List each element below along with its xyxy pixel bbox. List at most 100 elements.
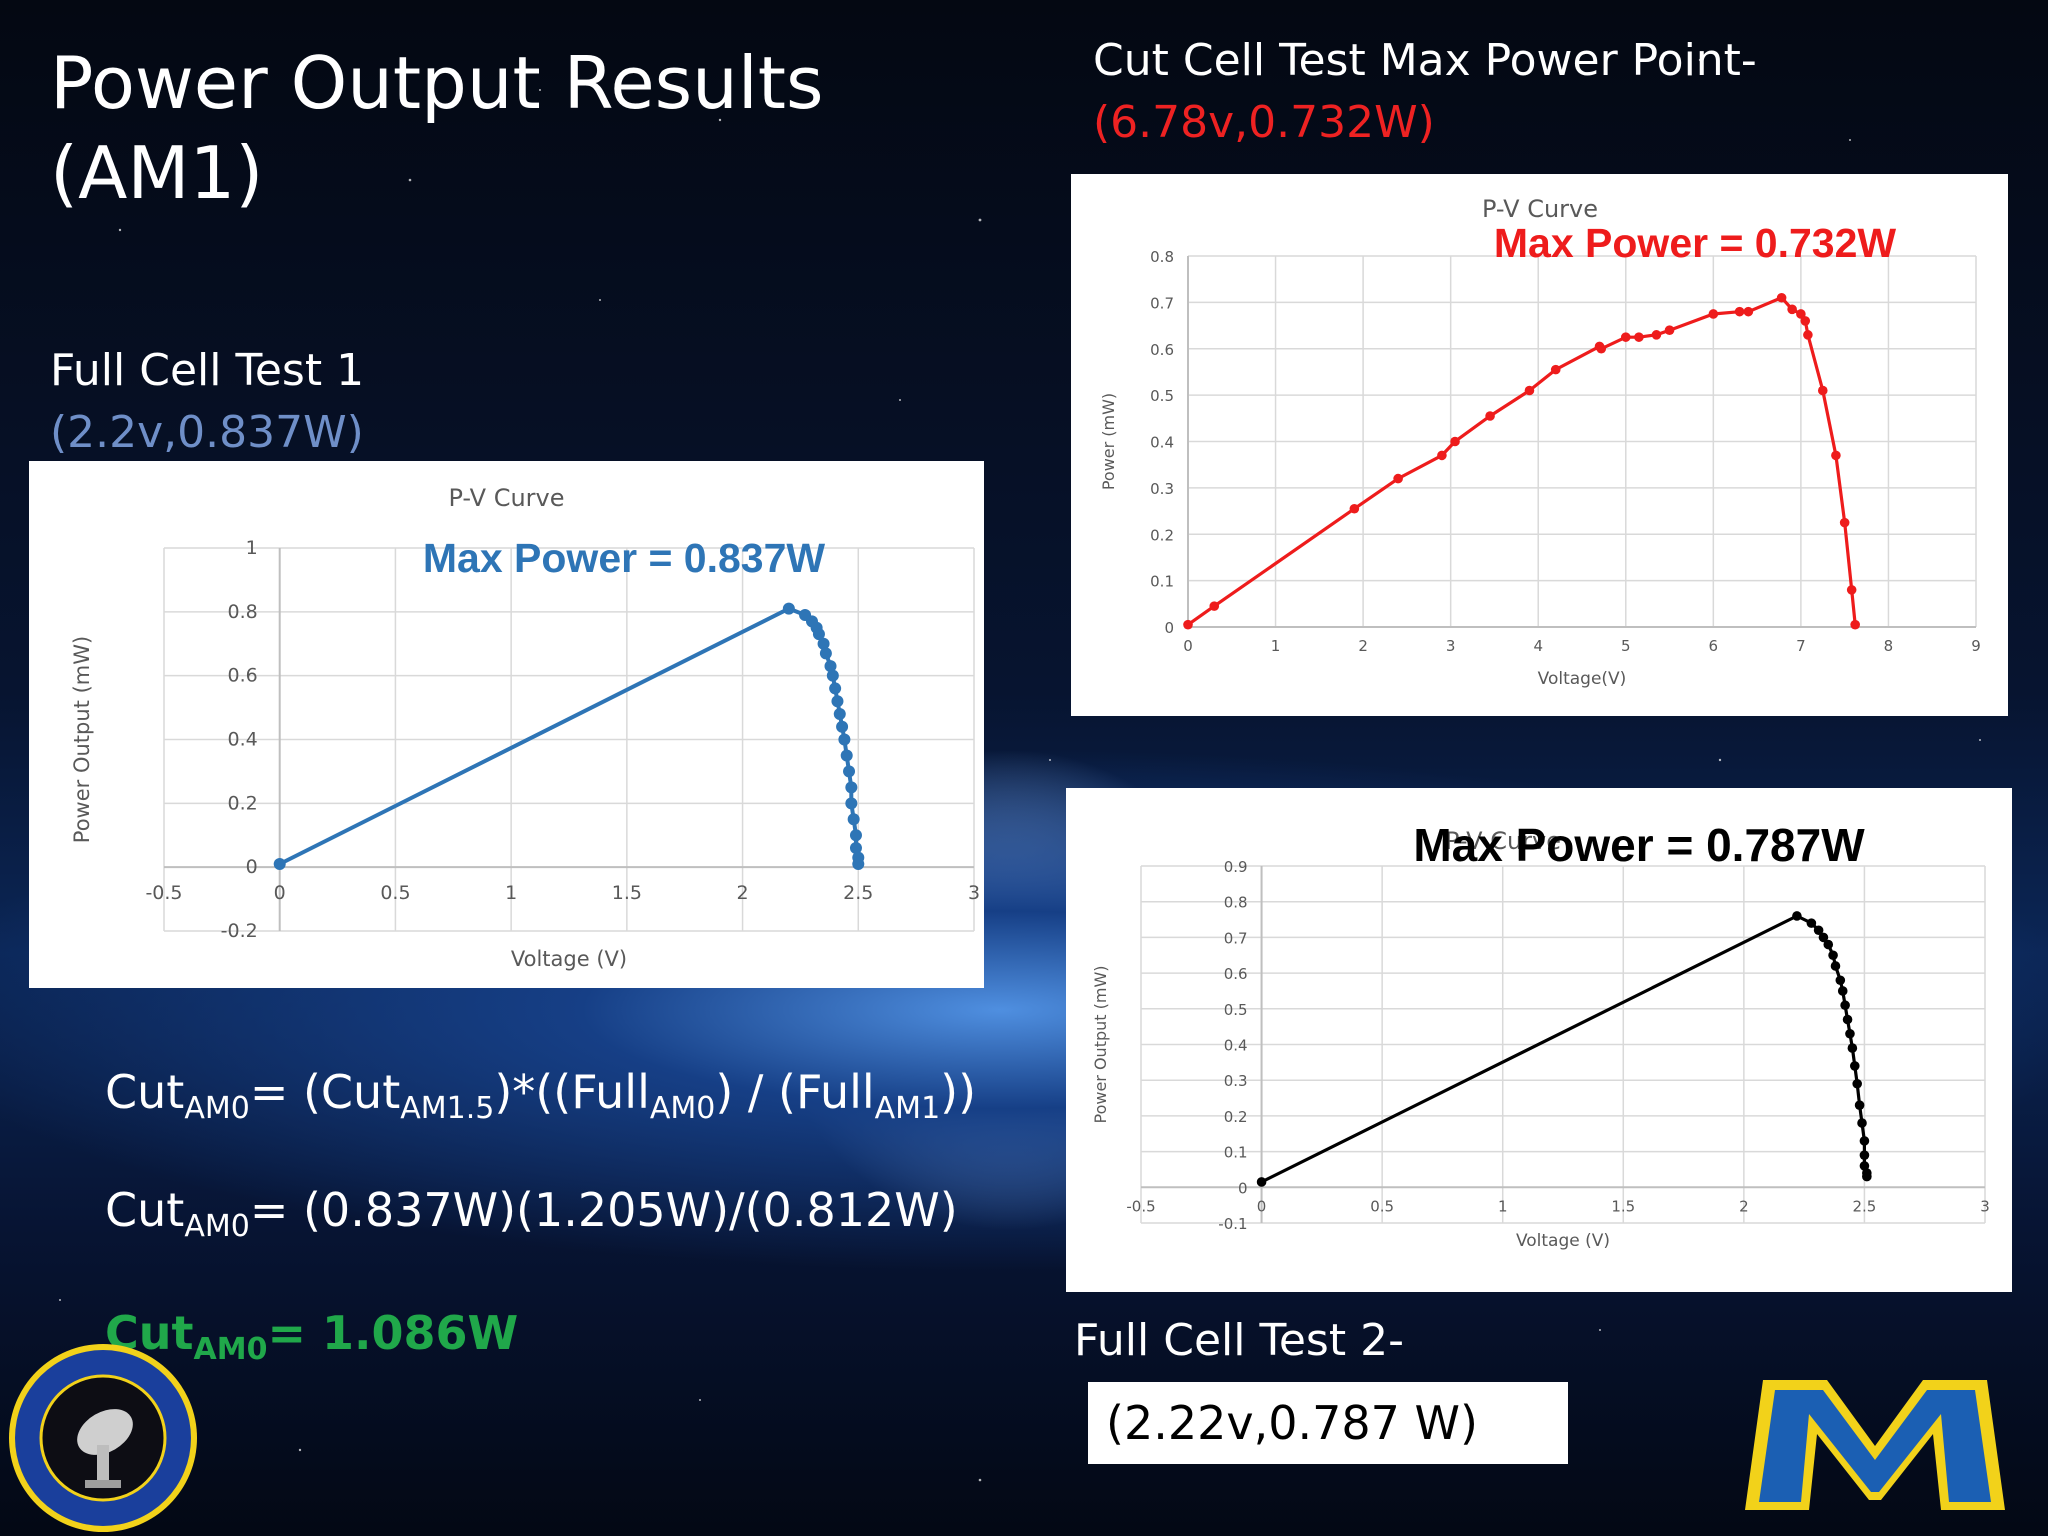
x-tick-label: 0: [1183, 637, 1193, 655]
formula-1-part-c: )*((Full: [494, 1065, 650, 1119]
full-cell-test-1-chart: -0.5 0 0.5 1 1.5 2 2.5 3 -0.2 0 0.2 0.4 0.6 0.8 1 P-V C…: [29, 461, 984, 988]
x-tick-label: 0: [1257, 1197, 1267, 1215]
full-cell-test-2-label: Full Cell Test 2-: [1074, 1315, 1404, 1366]
data-point: [812, 628, 825, 641]
data-point: [836, 720, 849, 733]
data-point: [1847, 1043, 1858, 1053]
data-point: [1393, 473, 1403, 484]
data-point: [1818, 932, 1829, 943]
data-point: [1859, 1136, 1870, 1146]
data-point: [1846, 585, 1857, 595]
data-point: [1596, 343, 1607, 354]
data-point: [1840, 1000, 1850, 1011]
x-axis-label: Voltage (V): [1516, 1231, 1610, 1251]
data-point: [1485, 411, 1495, 421]
formula-1-sub-a: AM0: [184, 1091, 250, 1127]
slide-title: Power Output Results (AM1): [50, 38, 824, 218]
data-point: [1857, 1118, 1867, 1128]
y-tick-label: 0.1: [1224, 1144, 1248, 1162]
formula-1-cut: Cut: [105, 1065, 185, 1119]
x-tick-label: -0.5: [145, 882, 182, 904]
y-axis-label: Power Output (mW): [70, 636, 94, 843]
series-line: [1187, 295, 1857, 627]
y-tick-label: 0.5: [1150, 387, 1174, 405]
morehead-state-m-logo: [1745, 1380, 2005, 1510]
data-point: [1776, 292, 1787, 303]
y-tick-label: 0.2: [1150, 526, 1174, 544]
data-point: [1817, 385, 1828, 396]
x-tick-label: 5: [1621, 637, 1631, 655]
x-tick-label: 4: [1533, 637, 1543, 655]
data-point: [1796, 309, 1806, 319]
data-point: [1828, 950, 1838, 961]
y-tick-label: -0.1: [1218, 1215, 1247, 1233]
formula-1-part-b: = (Cut: [249, 1065, 401, 1119]
data-point: [831, 695, 844, 708]
data-point: [1734, 306, 1745, 317]
data-point: [1792, 911, 1802, 921]
formula-1-sub-b: AM1.5: [400, 1091, 495, 1127]
formula-1-sub-d: AM1: [874, 1091, 941, 1127]
chart-title: P-V Curve: [448, 484, 564, 512]
x-tick-label: 2: [1358, 637, 1368, 655]
data-point: [1813, 925, 1824, 936]
y-tick-label: 0.6: [1150, 341, 1174, 359]
y-tick-label: -0.2: [221, 920, 258, 942]
data-point: [1842, 1014, 1853, 1025]
data-point: [824, 660, 837, 673]
data-point: [1651, 330, 1662, 340]
data-point: [782, 602, 795, 615]
x-tick-label: 1: [1271, 637, 1281, 655]
data-point: [1524, 385, 1535, 396]
y-tick-label: 0.4: [227, 729, 257, 751]
x-tick-label: 8: [1884, 637, 1894, 655]
max-power-annotation: Max Power = 0.787W: [1413, 819, 1865, 871]
data-point: [1664, 325, 1675, 335]
data-point: [1800, 316, 1811, 326]
y-tick-label: 0.6: [1224, 965, 1248, 983]
formula-1-part-d: ) / (Full: [715, 1065, 875, 1119]
data-point: [845, 781, 858, 794]
data-point: [1823, 939, 1834, 950]
x-tick-label: 0.5: [380, 882, 410, 904]
y-tick-label: 0.4: [1224, 1037, 1248, 1055]
formula-1-sub-c: AM0: [649, 1091, 716, 1127]
cut-cell-test-chart: 0 1 2 3 4 5 6 7 8 9 0 0.1 0.2 0.3 0.4 0.5 0.6 0.7 0.8 P-V C…: [1071, 174, 2008, 716]
space-science-center-seal-logo: [9, 1344, 197, 1532]
data-point: [1450, 436, 1460, 447]
data-point: [1849, 1061, 1860, 1071]
data-point: [1550, 364, 1561, 375]
data-point: [1839, 517, 1850, 528]
data-point: [1209, 601, 1220, 611]
x-axis-label: Voltage (V): [511, 947, 627, 971]
data-point: [1859, 1150, 1870, 1160]
slide-title-line2: (AM1): [50, 131, 264, 215]
x-tick-label: 7: [1796, 637, 1806, 655]
data-point: [840, 749, 853, 762]
x-tick-label: 1.5: [612, 882, 642, 904]
full-cell-test-2-plot: -0.5 0 0.5 1 1.5 2 2.5 3 -0.1 0 0.1 0.2 0.3 0.4 0.5 0.6…: [1091, 819, 1990, 1251]
cut-cell-test-point: (6.78v,0.732W): [1093, 97, 1435, 148]
formula-1-part-e: )): [940, 1065, 977, 1119]
x-tick-label: -0.5: [1126, 1197, 1155, 1215]
data-point: [1837, 986, 1848, 996]
formula-result: CutAM0= 1.086W: [105, 1303, 518, 1380]
data-point: [1835, 975, 1846, 986]
gridlines: [1187, 255, 1977, 628]
data-point: [1831, 450, 1841, 461]
gridlines: [163, 547, 975, 932]
y-tick-label: 0.2: [227, 792, 257, 814]
x-tick-label: 3: [1980, 1197, 1990, 1215]
x-tick-label: 3: [968, 882, 980, 904]
data-point: [1708, 309, 1719, 319]
formula-2-value: = (0.837W)(1.205W)/(0.812W): [249, 1183, 958, 1237]
x-tick-label: 0.5: [1370, 1197, 1394, 1215]
formula-line-1: CutAM0= (CutAM1.5)*((FullAM0) / (FullAM1…: [105, 1062, 976, 1139]
data-point: [838, 733, 851, 746]
data-point: [1852, 1078, 1862, 1089]
data-point: [1803, 330, 1813, 340]
data-point: [1854, 1100, 1865, 1110]
data-point: [273, 857, 286, 870]
chart-title: P-V Curve: [1445, 827, 1561, 855]
full-cell-test-1-label: Full Cell Test 1: [50, 345, 365, 396]
